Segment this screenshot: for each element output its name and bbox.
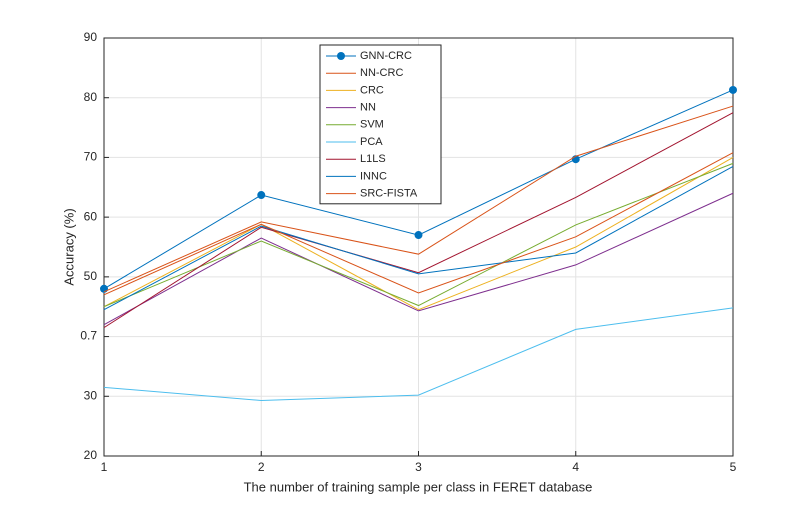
x-tick-label: 1 — [101, 460, 108, 474]
y-axis-label: Accuracy (%) — [61, 208, 76, 285]
y-tick-label: 30 — [84, 388, 98, 402]
legend-label: L1LS — [360, 153, 386, 165]
legend-label: NN — [360, 102, 376, 114]
legend-label: SVM — [360, 119, 384, 131]
series-line — [103, 105, 734, 293]
y-tick-label: 90 — [84, 30, 98, 44]
series-line — [103, 192, 734, 326]
y-tick-label: 70 — [84, 150, 98, 164]
y-tick-label: 0.7 — [80, 329, 97, 343]
series-line — [103, 162, 734, 308]
legend-marker — [337, 52, 345, 60]
legend-label: CRC — [360, 84, 384, 96]
y-tick-label: 60 — [84, 209, 98, 223]
x-axis-label: The number of training sample per class … — [244, 479, 593, 494]
y-tick-label: 20 — [84, 448, 98, 462]
series-line — [103, 165, 734, 311]
data-point — [729, 85, 737, 94]
x-tick-label: 2 — [258, 460, 265, 474]
y-tick-label: 80 — [84, 90, 98, 104]
series-line — [103, 112, 734, 329]
data-point — [257, 191, 266, 200]
legend-label: GNN-CRC — [360, 50, 412, 62]
legend: GNN-CRC NN-CRC CRC NN SVM PCA L1LS INNC SRC-FIST… — [319, 44, 442, 205]
series-line — [103, 152, 734, 296]
x-tick-label: 4 — [572, 460, 579, 474]
x-tick-label: 5 — [730, 460, 737, 474]
x-tick-label: 3 — [415, 460, 422, 474]
legend-label: INNC — [360, 170, 387, 182]
legend-label: NN-CRC — [360, 67, 403, 79]
data-point — [414, 231, 423, 240]
legend-label: PCA — [360, 136, 383, 148]
legend-label: SRC-FISTA — [360, 188, 418, 200]
series-line — [103, 156, 734, 311]
series-line — [103, 307, 734, 401]
y-tick-label: 50 — [84, 269, 98, 283]
plot-frame — [103, 37, 734, 457]
